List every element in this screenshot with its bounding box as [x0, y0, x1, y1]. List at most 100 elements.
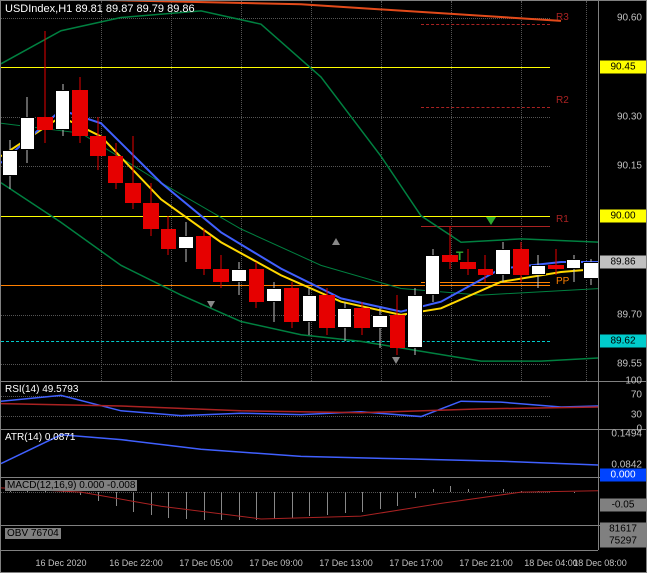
macd-bar [468, 489, 469, 492]
rsi-plot-area[interactable] [1, 382, 598, 429]
atr-label: ATR(14) 0.0871 [5, 432, 75, 443]
macd-bar [133, 492, 134, 512]
macd-y-label: -0.05 [600, 499, 646, 512]
y-axis-label: 90.30 [617, 111, 642, 122]
grey-arrow-icon [207, 301, 215, 308]
obv-label: OBV 76704 [5, 528, 61, 539]
y-axis-label: 89.55 [617, 359, 642, 370]
macd-bar [116, 492, 117, 506]
rsi-y-label: 30 [631, 409, 642, 420]
x-axis-label: 18 Dec 08:00 [573, 558, 627, 568]
macd-bar [397, 492, 398, 506]
candle[interactable] [230, 1, 248, 381]
candle[interactable] [71, 1, 89, 381]
obv-y-label: 75297 [600, 535, 646, 548]
candle[interactable] [547, 1, 565, 381]
candle[interactable] [424, 1, 442, 381]
candle[interactable] [19, 1, 37, 381]
y-axis-label: 89.70 [617, 309, 642, 320]
x-axis-label: 17 Dec 09:00 [249, 558, 303, 568]
macd-bar [239, 492, 240, 520]
x-axis-label: 17 Dec 17:00 [389, 558, 443, 568]
macd-panel[interactable]: MACD(12,16,9) 0.000 -0.008 [1, 477, 646, 525]
macd-bar [503, 489, 504, 492]
macd-bar [256, 492, 257, 520]
macd-bar [168, 492, 169, 517]
candle[interactable] [124, 1, 142, 381]
candle[interactable] [459, 1, 477, 381]
macd-label: MACD(12,16,9) 0.000 -0.008 [5, 480, 137, 491]
macd-bar [345, 492, 346, 513]
candle[interactable] [142, 1, 160, 381]
green-t-marker: T [456, 249, 463, 263]
x-axis-label: 17 Dec 05:00 [179, 558, 233, 568]
macd-bar [556, 491, 557, 492]
grey-arrow-icon [392, 357, 400, 364]
y-highlight-box: 89.62 [600, 335, 646, 348]
macd-bar [80, 492, 81, 495]
candle[interactable] [336, 1, 354, 381]
macd-bar [221, 492, 222, 520]
chart-symbol-header: USDIndex,H1 89.81 89.87 89.79 89.86 [5, 3, 195, 15]
candle[interactable] [494, 1, 512, 381]
candle[interactable] [54, 1, 72, 381]
x-axis-label: 17 Dec 21:00 [459, 558, 513, 568]
candle[interactable] [36, 1, 54, 381]
candle[interactable] [107, 1, 125, 381]
macd-bar [521, 491, 522, 492]
candle[interactable] [371, 1, 389, 381]
atr-value-box: 0.000 [600, 469, 646, 482]
macd-bar [415, 492, 416, 498]
rsi-y-label: 100 [625, 376, 642, 387]
candle[interactable] [353, 1, 371, 381]
y-highlight-box: 90.45 [600, 61, 646, 74]
candle[interactable] [283, 1, 301, 381]
macd-bar [151, 492, 152, 515]
candle[interactable] [477, 1, 495, 381]
candle[interactable] [565, 1, 583, 381]
macd-bar [186, 492, 187, 519]
candle[interactable] [177, 1, 195, 381]
macd-bar [362, 492, 363, 512]
y-axis-label: 90.60 [617, 12, 642, 23]
x-axis-label: 18 Dec 04:00 [524, 558, 578, 568]
candle[interactable] [160, 1, 178, 381]
candle[interactable] [301, 1, 319, 381]
main-price-panel[interactable]: R1R2R3PPT [1, 1, 646, 381]
rsi-panel[interactable]: RSI(14) 49.5793 [1, 381, 646, 429]
x-axis-label: 17 Dec 13:00 [319, 558, 373, 568]
grey-arrow-icon [332, 238, 340, 245]
candle[interactable] [212, 1, 230, 381]
atr-y-label: 0.1494 [611, 429, 642, 440]
obv-panel[interactable]: OBV 76704 [1, 525, 646, 549]
macd-bar [538, 491, 539, 492]
chart-container[interactable]: USDIndex,H1 89.81 89.87 89.79 89.86 R1R2… [0, 0, 647, 573]
candle[interactable] [318, 1, 336, 381]
y-axis-label: 90.15 [617, 161, 642, 172]
candle[interactable] [1, 1, 19, 381]
macd-bar [574, 492, 575, 493]
atr-plot-area[interactable] [1, 430, 598, 477]
atr-panel[interactable]: ATR(14) 0.0871 [1, 429, 646, 477]
candle[interactable] [195, 1, 213, 381]
main-plot-area[interactable]: R1R2R3PPT [1, 1, 598, 381]
candle[interactable] [512, 1, 530, 381]
macd-bar [485, 491, 486, 492]
ohlc-text: 89.81 89.87 89.79 89.86 [75, 3, 194, 15]
symbol-text: USDIndex,H1 [5, 3, 72, 15]
candle[interactable] [89, 1, 107, 381]
x-axis-label: 16 Dec 2020 [35, 558, 86, 568]
candle[interactable] [582, 1, 598, 381]
candle[interactable] [248, 1, 266, 381]
candle[interactable] [389, 1, 407, 381]
candle[interactable] [441, 1, 459, 381]
macd-bar [274, 492, 275, 519]
candle[interactable] [406, 1, 424, 381]
macd-bar [327, 492, 328, 515]
x-axis-label: 16 Dec 22:00 [109, 558, 163, 568]
candle[interactable] [530, 1, 548, 381]
macd-bar [204, 492, 205, 520]
x-axis-panel: 16 Dec 2020 16 Dec 22:00 17 Dec 05:00 17 De… [1, 550, 598, 572]
macd-bar [380, 492, 381, 509]
candle[interactable] [265, 1, 283, 381]
